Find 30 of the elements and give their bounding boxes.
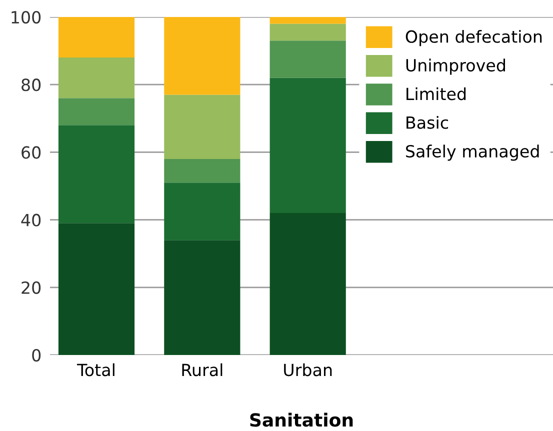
bar — [164, 182, 240, 240]
bar — [58, 125, 135, 224]
bar — [164, 17, 240, 95]
y-tick-label: 80 — [22, 78, 41, 92]
x-tick-label: Rural — [182, 363, 222, 376]
y-tick-label: 60 — [22, 146, 41, 159]
legend-label: Unimproved — [406, 58, 505, 75]
bar — [58, 58, 135, 98]
bar — [58, 223, 135, 355]
bar — [164, 94, 240, 159]
legend-label: Limited — [406, 87, 466, 100]
legend-label: Open defecation — [406, 30, 542, 46]
bar — [270, 78, 346, 214]
y-tick-label: 20 — [22, 281, 41, 294]
bar — [58, 17, 135, 58]
y-tick-label: 0 — [32, 348, 41, 362]
bar — [270, 40, 346, 78]
x-tick-label: Urban — [284, 363, 332, 376]
bar — [164, 158, 240, 183]
x-axis-title: Sanitation — [250, 412, 353, 427]
x-tick-label: Total — [76, 363, 114, 376]
bar — [270, 213, 346, 355]
legend-label: Safely managed — [406, 144, 539, 161]
y-tick-label: 40 — [21, 214, 41, 226]
y-tick-label: 100 — [12, 10, 41, 24]
bar — [270, 24, 346, 41]
bar — [58, 98, 135, 126]
legend-label: Basic — [406, 116, 448, 129]
bar — [270, 17, 346, 24]
bar — [164, 240, 240, 355]
